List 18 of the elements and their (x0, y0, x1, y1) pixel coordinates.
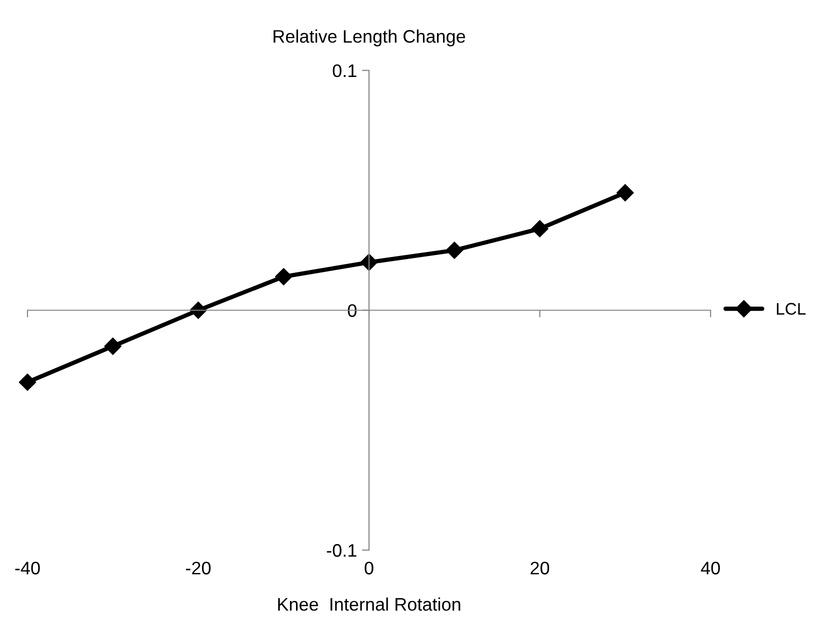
chart-title: Relative Length Change (274, 30, 466, 46)
point (531, 220, 548, 238)
x-axis-title: Knee Internal Rotation (278, 597, 460, 611)
y-tick-label: -0.1 (326, 544, 356, 557)
x-tick-label: 20 (530, 562, 550, 574)
point (446, 242, 463, 259)
point (275, 268, 292, 286)
x-tick-label: 0 (364, 562, 374, 574)
point (360, 254, 378, 271)
point (104, 338, 122, 355)
point (616, 184, 634, 202)
x-tick-label: -20 (186, 562, 211, 574)
legend-label: LCL (776, 302, 806, 315)
y-tick-label: 0 (348, 304, 357, 317)
y-tick-label: 0.1 (332, 64, 356, 78)
point (18, 374, 36, 391)
x-tick-label: -40 (15, 562, 40, 574)
x-tick-label: 40 (700, 562, 720, 574)
